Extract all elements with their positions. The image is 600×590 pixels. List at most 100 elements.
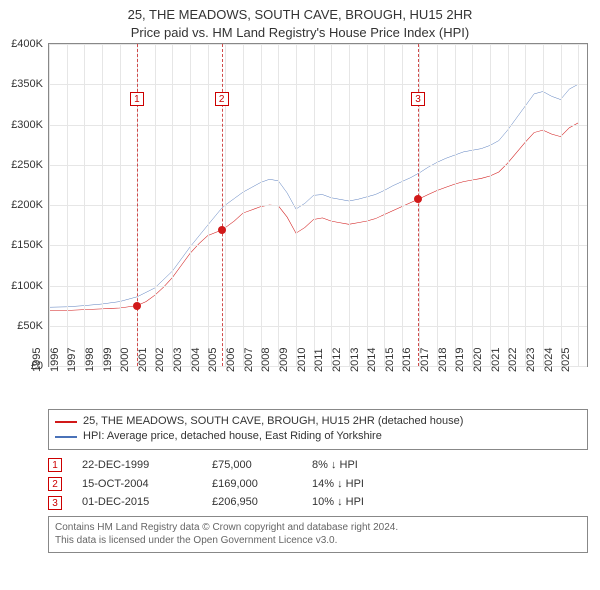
x-axis-label: 2025 (560, 348, 572, 372)
x-axis-label: 2014 (366, 348, 378, 372)
gridline-v (67, 44, 68, 366)
x-axis-label: 2021 (490, 348, 502, 372)
gridline-v (402, 44, 403, 366)
marker-delta: 8% ↓ HPI (312, 456, 358, 475)
gridline-v (278, 44, 279, 366)
x-axis-label: 2022 (507, 348, 519, 372)
gridline-v (190, 44, 191, 366)
page-root: 25, THE MEADOWS, SOUTH CAVE, BROUGH, HU1… (0, 0, 600, 590)
marker-table: 122-DEC-1999£75,0008% ↓ HPI215-OCT-2004£… (48, 456, 588, 512)
gridline-v (561, 44, 562, 366)
legend-label: 25, THE MEADOWS, SOUTH CAVE, BROUGH, HU1… (83, 414, 463, 429)
attribution-footer: Contains HM Land Registry data © Crown c… (48, 516, 588, 553)
y-axis-label: £400K (11, 38, 43, 50)
event-marker-badge: 3 (411, 92, 425, 106)
x-axis-label: 2000 (119, 348, 131, 372)
x-axis-label: 2012 (331, 348, 343, 372)
marker-badge: 1 (48, 458, 62, 472)
x-axis-label: 2023 (525, 348, 537, 372)
x-axis-label: 2018 (437, 348, 449, 372)
x-axis-label: 2008 (260, 348, 272, 372)
marker-table-row: 1 22-DEC-1999 £75,000 8% ↓ HPI (48, 456, 588, 475)
gridline-v (296, 44, 297, 366)
x-axis-label: 2015 (384, 348, 396, 372)
y-axis-label: £100K (11, 280, 43, 292)
marker-date: 15-OCT-2004 (82, 475, 192, 494)
gridline-v (314, 44, 315, 366)
gridline-v (384, 44, 385, 366)
gridline-v (331, 44, 332, 366)
x-axis-label: 1999 (102, 348, 114, 372)
x-axis-label: 1997 (66, 348, 78, 372)
x-axis-label: 2020 (472, 348, 484, 372)
gridline-v (102, 44, 103, 366)
legend-swatch (55, 421, 77, 423)
gridline-h (49, 125, 587, 126)
data-point-dot (133, 302, 141, 310)
marker-delta: 10% ↓ HPI (312, 493, 364, 512)
marker-date: 22-DEC-1999 (82, 456, 192, 475)
x-axis-label: 2001 (137, 348, 149, 372)
marker-date: 01-DEC-2015 (82, 493, 192, 512)
data-point-dot (414, 195, 422, 203)
marker-table-row: 215-OCT-2004£169,00014% ↓ HPI (48, 475, 588, 494)
gridline-h (49, 326, 587, 327)
x-axis-label: 1995 (31, 348, 43, 372)
chart-area: £0£50K£100K£150K£200K£250K£300K£350K£400… (48, 43, 588, 403)
y-axis-label: £200K (11, 199, 43, 211)
footer-line-2: This data is licensed under the Open Gov… (55, 534, 581, 548)
y-axis-label: £350K (11, 78, 43, 90)
marker-badge: 3 (48, 496, 62, 510)
plot-area: £0£50K£100K£150K£200K£250K£300K£350K£400… (48, 43, 588, 367)
marker-table-row: 3 01-DEC-2015 £206,950 10% ↓ HPI (48, 493, 588, 512)
gridline-v (172, 44, 173, 366)
legend-swatch (55, 436, 77, 438)
gridline-v (490, 44, 491, 366)
y-axis-label: £150K (11, 239, 43, 251)
gridline-v (84, 44, 85, 366)
footer-line-1: Contains HM Land Registry data © Crown c… (55, 521, 581, 535)
gridline-h (49, 165, 587, 166)
y-axis-label: £250K (11, 159, 43, 171)
marker-price: £206,950 (212, 493, 292, 512)
title-line-1: 25, THE MEADOWS, SOUTH CAVE, BROUGH, HU1… (0, 6, 600, 24)
x-axis-label: 2002 (154, 348, 166, 372)
data-point-dot (218, 226, 226, 234)
gridline-v (155, 44, 156, 366)
legend-label: HPI: Average price, detached house, East… (83, 429, 382, 444)
x-axis-label: 2019 (454, 348, 466, 372)
x-axis-label: 2013 (349, 348, 361, 372)
gridline-v (49, 44, 50, 366)
gridline-h (49, 84, 587, 85)
gridline-v (367, 44, 368, 366)
y-axis-label: £50K (17, 320, 43, 332)
legend-item: 25, THE MEADOWS, SOUTH CAVE, BROUGH, HU1… (55, 414, 581, 429)
legend-box: 25, THE MEADOWS, SOUTH CAVE, BROUGH, HU1… (48, 409, 588, 450)
gridline-v (437, 44, 438, 366)
gridline-v (508, 44, 509, 366)
marker-price: £75,000 (212, 456, 292, 475)
legend-item: HPI: Average price, detached house, East… (55, 429, 581, 444)
marker-price: £169,000 (212, 475, 292, 494)
x-axis-label: 2007 (243, 348, 255, 372)
event-marker-badge: 2 (215, 92, 229, 106)
x-axis-label: 2005 (207, 348, 219, 372)
x-axis-label: 1998 (84, 348, 96, 372)
gridline-v (208, 44, 209, 366)
title-line-2: Price paid vs. HM Land Registry's House … (0, 24, 600, 42)
gridline-v (525, 44, 526, 366)
gridline-v (543, 44, 544, 366)
gridline-v (120, 44, 121, 366)
gridline-h (49, 245, 587, 246)
gridline-v (243, 44, 244, 366)
x-axis-label: 2010 (296, 348, 308, 372)
x-axis-label: 2024 (543, 348, 555, 372)
x-axis-label: 2011 (313, 348, 325, 372)
gridline-h (49, 286, 587, 287)
x-axis-label: 2017 (419, 348, 431, 372)
gridline-v (472, 44, 473, 366)
gridline-h (49, 205, 587, 206)
x-axis-label: 2004 (190, 348, 202, 372)
x-axis-label: 2016 (401, 348, 413, 372)
gridline-h (49, 44, 587, 45)
